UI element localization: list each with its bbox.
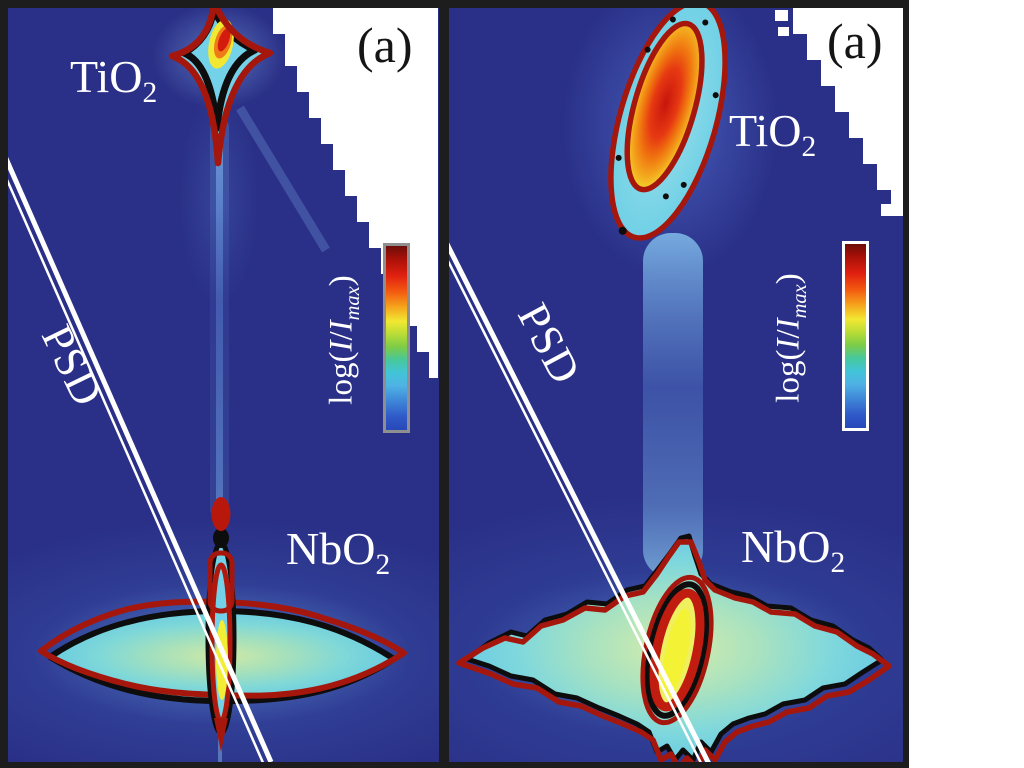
heatmap-left: TiO2 (a) PSD NbO2 log(I/Imax) bbox=[8, 8, 439, 762]
colorbar-label: log(I/Imax) bbox=[323, 275, 365, 405]
nbo2-label: NbO2 bbox=[286, 523, 391, 582]
tio2-label: TiO2 bbox=[729, 105, 817, 164]
truncation-rod bbox=[216, 120, 223, 520]
staircase-white-region bbox=[793, 8, 903, 216]
white-square-1 bbox=[775, 10, 788, 21]
panel-letter: (a) bbox=[827, 13, 883, 69]
psd-detector-line bbox=[449, 242, 711, 762]
panel-right: TiO2 (a) PSD NbO2 log(I/Imax) bbox=[441, 0, 909, 768]
white-square-3 bbox=[881, 204, 893, 216]
tio2-star-peak bbox=[168, 8, 274, 167]
tio2-ellipse-peak bbox=[608, 8, 728, 241]
nbo2-label: NbO2 bbox=[741, 521, 846, 580]
panel-letter: (a) bbox=[357, 17, 413, 73]
colorbar bbox=[383, 243, 410, 433]
tio2-label: TiO2 bbox=[70, 51, 158, 110]
heatmap-right: TiO2 (a) PSD NbO2 log(I/Imax) bbox=[449, 8, 903, 762]
panel-left: TiO2 (a) PSD NbO2 log(I/Imax) bbox=[0, 0, 447, 768]
diffuse-rod bbox=[643, 233, 703, 578]
psd-detector-line bbox=[8, 156, 274, 762]
nbo2-substrate-peak bbox=[456, 533, 892, 762]
colorbar-label: log(I/Imax) bbox=[770, 273, 812, 403]
colorbar bbox=[842, 241, 869, 431]
white-square-2 bbox=[778, 27, 789, 36]
diffuse-diagonal-streak bbox=[236, 105, 330, 253]
heatmap-right-graphics bbox=[449, 8, 903, 762]
